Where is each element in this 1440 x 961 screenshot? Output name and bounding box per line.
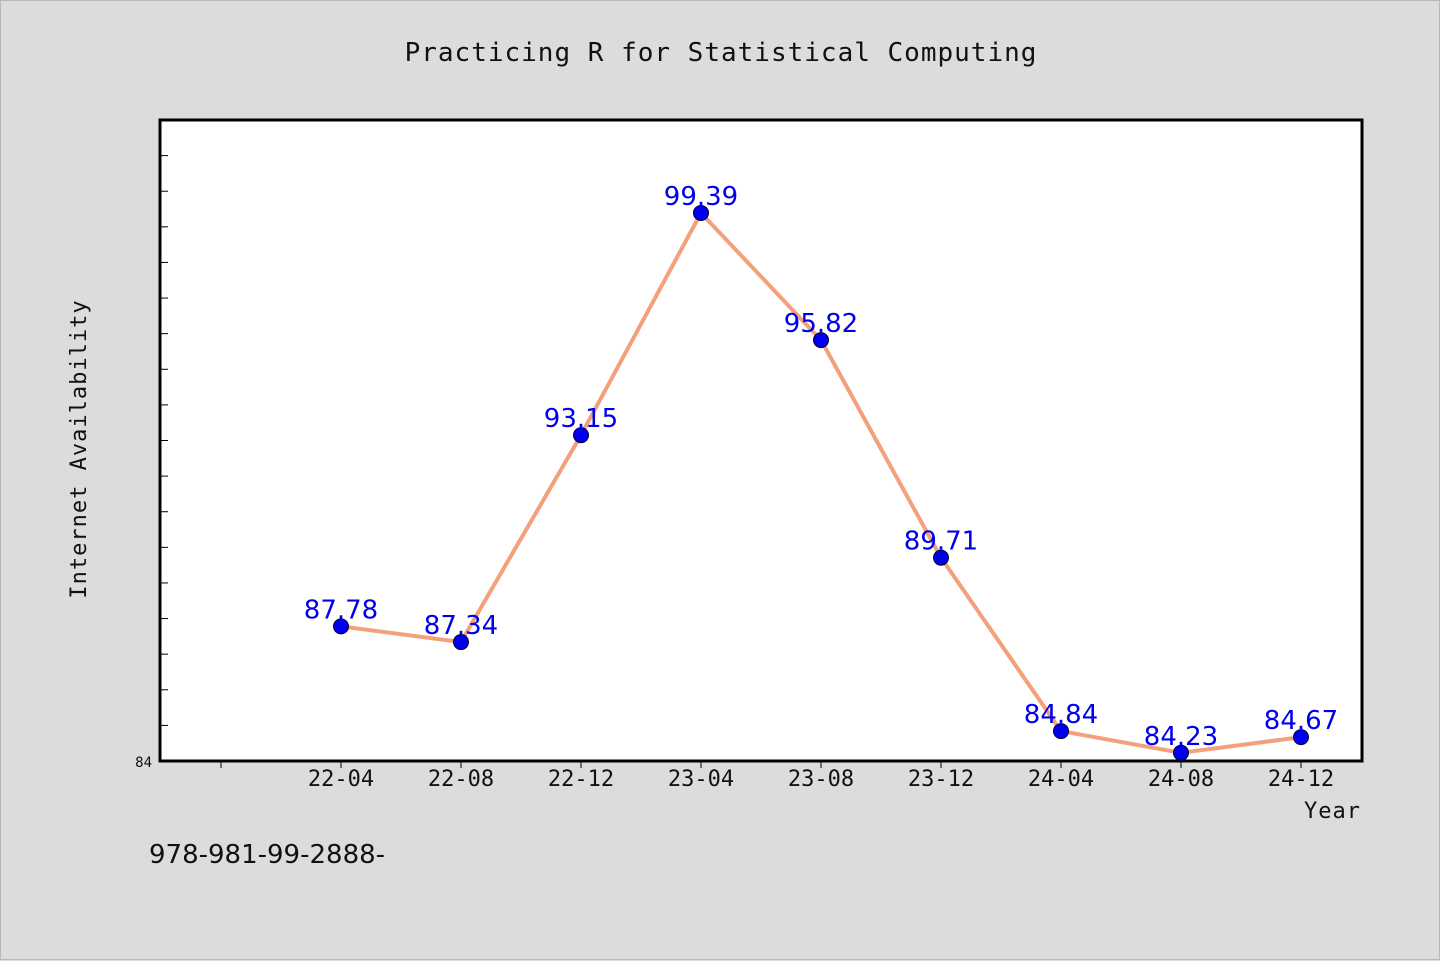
data-point	[813, 332, 829, 349]
data-point	[1293, 729, 1309, 746]
x-tick-label: 23-12	[908, 767, 974, 792]
data-label: 95.82	[784, 309, 858, 339]
data-label: 99.39	[664, 182, 738, 212]
data-label: 84.23	[1144, 722, 1218, 752]
data-point	[1053, 723, 1069, 740]
data-label: 87.34	[424, 611, 498, 641]
x-tick-label: 22-12	[548, 767, 614, 792]
x-tick-label: 23-04	[668, 767, 734, 792]
x-tick-label: 22-04	[308, 767, 374, 792]
x-tick-label: 24-08	[1148, 767, 1214, 792]
data-label: 87.78	[304, 595, 378, 625]
data-point	[1173, 744, 1189, 761]
data-point	[693, 204, 709, 221]
x-tick-label: 22-08	[428, 767, 494, 792]
x-tick-label: 23-08	[788, 767, 854, 792]
y-tick-label: 84	[135, 755, 152, 771]
data-point	[453, 634, 469, 651]
footer-isbn: 978-981-99-2888-	[149, 840, 385, 870]
x-axis-ticks: 22-04 22-08 22-12 23-04 23-08 23-12 24-04 24-08…	[220, 761, 1334, 792]
plot-area	[158, 118, 1364, 763]
data-point	[573, 427, 589, 444]
x-tick-label: 24-04	[1028, 767, 1094, 792]
y-axis-ticks	[160, 155, 168, 726]
y-axis-label: Internet Availability	[67, 299, 92, 598]
series-layer: 87.78 87.34 93.15 99.39 95.82 89.71 84.84 84.23…	[304, 182, 1338, 761]
data-label: 89.71	[904, 527, 978, 557]
data-label: 84.67	[1264, 706, 1338, 736]
x-tick-label: 24-12	[1268, 767, 1334, 792]
data-point	[933, 549, 949, 566]
data-label: 84.84	[1024, 700, 1098, 730]
x-axis-label: Year	[1304, 799, 1361, 824]
data-label: 93.15	[544, 404, 618, 434]
data-point	[333, 618, 349, 635]
chart-title: Practicing R for Statistical Computing	[405, 38, 1038, 68]
